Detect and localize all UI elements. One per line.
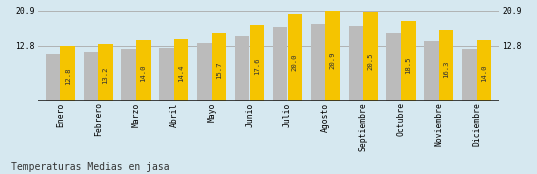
Text: 12.8: 12.8 <box>64 67 71 85</box>
Bar <box>349 26 363 101</box>
Bar <box>174 39 188 101</box>
Bar <box>197 43 212 101</box>
Text: 17.6: 17.6 <box>254 58 260 76</box>
Bar <box>46 54 60 101</box>
Bar <box>235 36 249 101</box>
Text: 14.4: 14.4 <box>178 64 184 82</box>
Text: 14.0: 14.0 <box>140 65 147 82</box>
Bar <box>325 11 340 101</box>
Text: 15.7: 15.7 <box>216 62 222 79</box>
Bar <box>250 25 264 101</box>
Bar <box>462 49 476 101</box>
Text: 20.0: 20.0 <box>292 53 298 71</box>
Bar <box>61 46 75 101</box>
Bar <box>273 27 287 101</box>
Bar <box>136 40 150 101</box>
Text: 18.5: 18.5 <box>405 56 411 74</box>
Bar <box>84 52 98 101</box>
Bar <box>311 24 325 101</box>
Bar <box>401 21 416 101</box>
Text: 14.0: 14.0 <box>481 65 487 82</box>
Text: Temperaturas Medias en jasa: Temperaturas Medias en jasa <box>11 162 169 172</box>
Bar <box>212 33 226 101</box>
Bar <box>387 33 401 101</box>
Bar <box>288 14 302 101</box>
Bar <box>439 30 453 101</box>
Text: 20.5: 20.5 <box>367 52 374 70</box>
Text: 16.3: 16.3 <box>443 60 449 78</box>
Bar <box>364 12 378 101</box>
Bar <box>98 44 113 101</box>
Bar <box>159 48 173 101</box>
Text: 20.9: 20.9 <box>330 52 336 69</box>
Bar <box>121 49 136 101</box>
Bar <box>424 41 439 101</box>
Bar <box>477 40 491 101</box>
Text: 13.2: 13.2 <box>103 66 108 84</box>
